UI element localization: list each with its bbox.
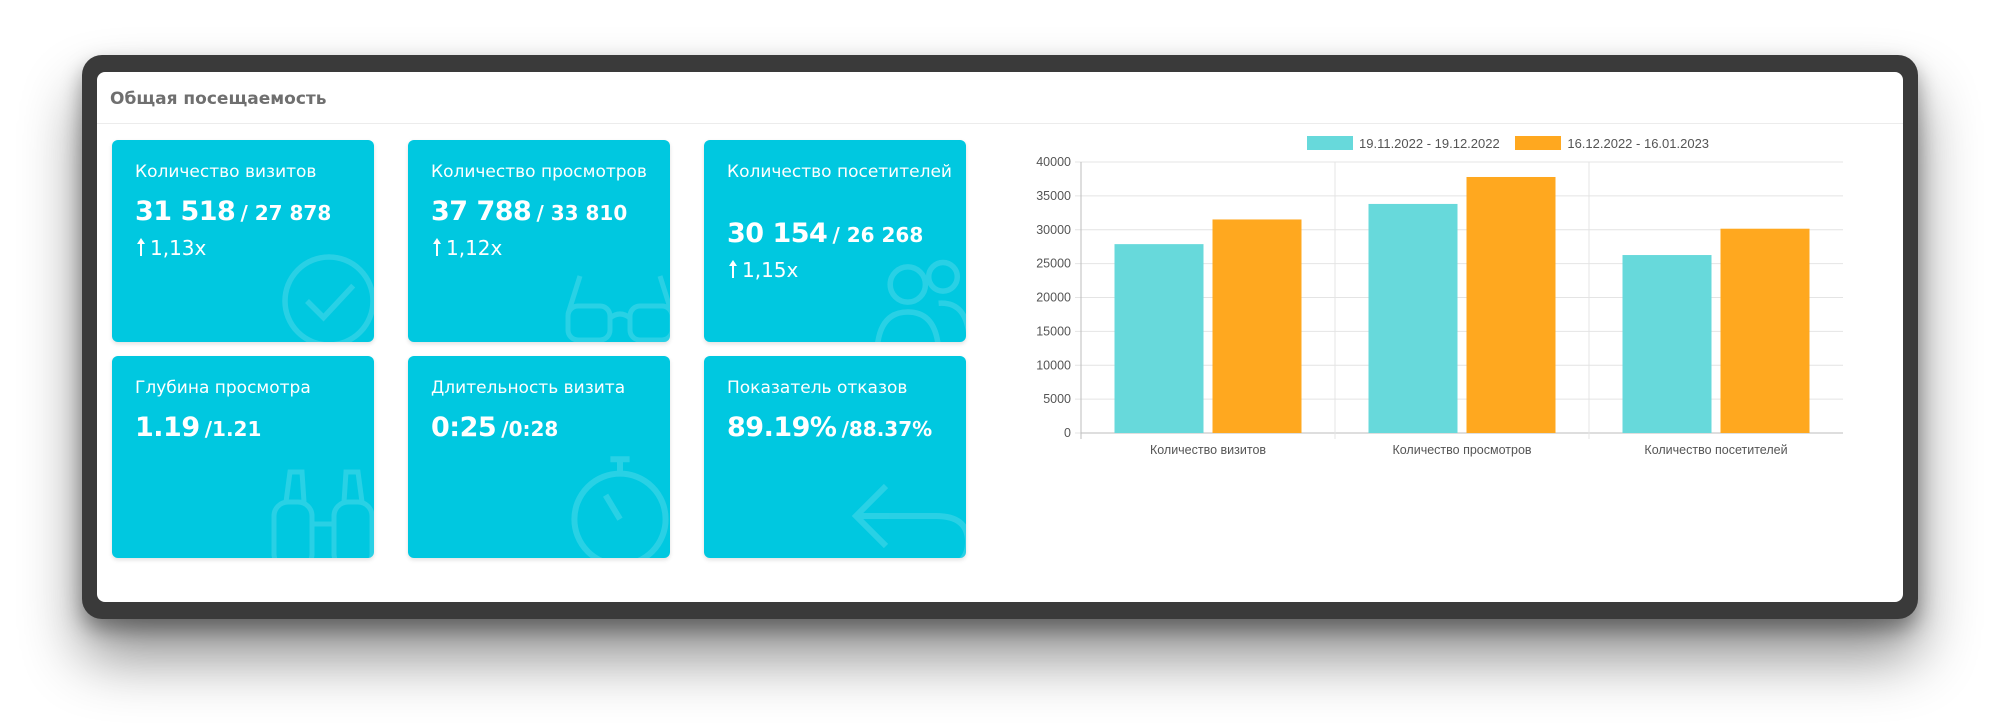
tile-value: 1.19 [135,412,200,443]
y-tick-label: 15000 [1036,324,1071,338]
tile-ratio-value: 1,15x [742,258,799,282]
chart-plot: 40000 35000 30000 25000 20000 15000 10000 5000 0… [1036,156,1843,457]
panel-title: Общая посещаемость [110,89,327,109]
tile-prev-value: / 27 878 [240,201,332,225]
y-tick-label: 5000 [1043,392,1071,406]
tile-value: 37 788 [431,196,532,227]
legend-label: 16.12.2022 - 16.01.2023 [1567,136,1710,151]
bar-2 [1466,176,1556,433]
arrow-up-icon [729,260,737,278]
tile-ratio: 1,13x [135,236,206,260]
arrow-up-icon [137,238,145,256]
tile-value: 89.19% [727,412,837,443]
bar-1 [1368,203,1458,433]
tile-visits[interactable]: Количество визитов 31 518 / 27 878 1,13x [112,140,374,342]
stats-tiles: Количество визитов 31 518 / 27 878 1,13x… [112,140,972,560]
bar-chart: 19.11.2022 - 19.12.2022 16.12.2022 - 16.… [1017,136,1887,496]
tile-prev-value: /0:28 [501,417,559,441]
panel-header: Общая посещаемость [97,72,1903,124]
glasses-icon [565,275,670,342]
people-icon [875,259,966,342]
legend-swatch [1515,136,1562,150]
y-tick-label: 30000 [1036,223,1071,237]
tile-prev-value: / 33 810 [536,201,628,225]
tile-pageviews[interactable]: Количество просмотров 37 788 / 33 810 1,… [408,140,670,342]
chart-legend: 19.11.2022 - 19.12.2022 16.12.2022 - 16.… [1307,136,1721,160]
tile-value: 0:25 [431,412,497,443]
bar-1 [1114,244,1204,433]
legend-label: 19.11.2022 - 19.12.2022 [1359,136,1500,151]
stopwatch-icon [571,456,669,558]
tile-values: 0:25 /0:28 [431,412,558,443]
tile-ratio: 1,15x [727,258,798,282]
y-tick-label: 40000 [1036,156,1071,169]
tile-prev-value: /88.37% [841,417,933,441]
tile-visitors[interactable]: Количество посетителей 30 154 / 26 268 1… [704,140,966,342]
tile-values: 89.19% /88.37% [727,412,932,443]
tile-depth[interactable]: Глубина просмотра 1.19 /1.21 [112,356,374,558]
x-category-label: Количество просмотров [1392,443,1531,457]
tile-ratio-value: 1,12x [446,236,503,260]
legend-item-period-2[interactable]: 16.12.2022 - 16.01.2023 [1515,136,1709,151]
return-arrow-icon [851,483,966,558]
tile-values: 30 154 / 26 268 [727,218,923,249]
tile-label: Глубина просмотра [135,378,311,398]
tile-label: Показатель отказов [727,378,908,398]
tile-ratio: 1,12x [431,236,502,260]
arrow-up-icon [433,238,441,256]
legend-item-period-1[interactable]: 19.11.2022 - 19.12.2022 [1307,136,1500,151]
x-category-label: Количество посетителей [1644,443,1787,457]
tile-duration[interactable]: Длительность визита 0:25 /0:28 [408,356,670,558]
dashboard-screen: Общая посещаемость Количество визитов 31… [97,72,1903,602]
tile-label: Количество просмотров [431,162,647,182]
tile-label: Количество посетителей [727,162,952,182]
tile-label: Количество визитов [135,162,317,182]
checkmark-circle-icon [282,254,374,342]
y-tick-label: 10000 [1036,358,1071,372]
tile-prev-value: /1.21 [204,417,262,441]
y-tick-label: 0 [1064,426,1071,440]
bar-1 [1622,255,1712,433]
tile-label: Длительность визита [431,378,626,398]
tile-values: 31 518 / 27 878 [135,196,331,227]
legend-swatch [1307,136,1353,150]
tile-ratio-value: 1,13x [150,236,207,260]
tile-value: 31 518 [135,196,236,227]
bar-2 [1212,219,1302,433]
tile-value: 30 154 [727,218,828,249]
y-tick-label: 35000 [1036,189,1071,203]
tile-values: 37 788 / 33 810 [431,196,627,227]
binoculars-icon [271,469,374,558]
tile-prev-value: / 26 268 [832,223,924,247]
bar-2 [1720,228,1810,433]
y-tick-label: 20000 [1036,291,1071,305]
device-frame: Общая посещаемость Количество визитов 31… [82,55,1918,619]
tile-values: 1.19 /1.21 [135,412,261,443]
tile-bounce-rate[interactable]: Показатель отказов 89.19% /88.37% [704,356,966,558]
x-category-label: Количество визитов [1150,443,1266,457]
y-tick-label: 25000 [1036,257,1071,271]
